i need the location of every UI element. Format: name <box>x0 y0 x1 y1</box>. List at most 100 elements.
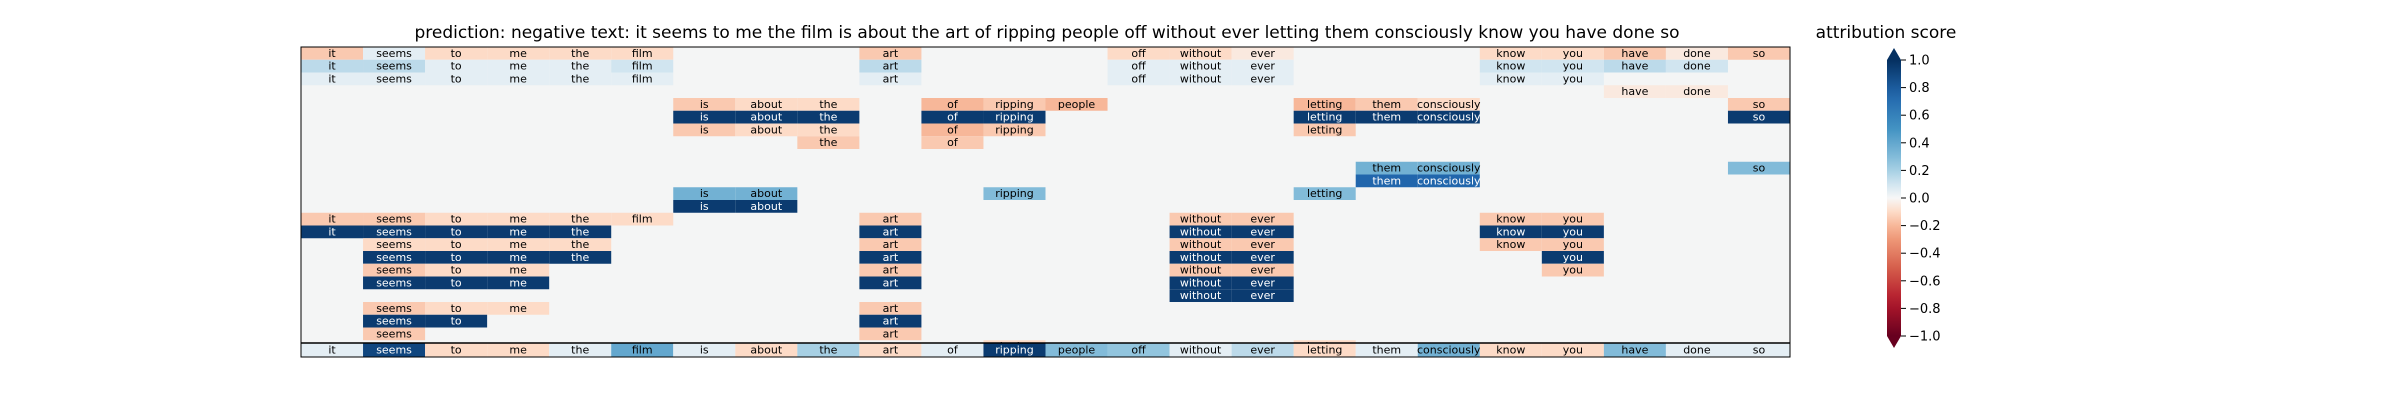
token-label: ever <box>1250 251 1275 264</box>
attribution-cell <box>983 98 1046 111</box>
attribution-cell <box>1107 343 1170 357</box>
attribution-cell <box>1727 343 1790 357</box>
attribution-cell <box>549 72 612 86</box>
attribution-cell <box>425 72 488 86</box>
token-label: without <box>1180 276 1222 289</box>
attribution-cell <box>1665 59 1728 73</box>
attribution-cell <box>487 263 550 277</box>
attribution-cell <box>673 200 736 213</box>
token-label: is <box>700 187 709 200</box>
token-label: the <box>819 111 837 124</box>
token-label: art <box>883 276 899 289</box>
attribution-cell <box>363 314 426 328</box>
token-label: it <box>328 213 336 226</box>
attribution-cell <box>1169 59 1232 73</box>
token-label: about <box>750 344 782 357</box>
token-label: is <box>700 123 709 136</box>
token-label: film <box>632 344 653 357</box>
token-label: me <box>509 213 527 226</box>
token-label: art <box>883 251 899 264</box>
attribution-cell <box>1665 85 1728 98</box>
token-label: off <box>1131 344 1146 357</box>
token-label: about <box>750 187 782 200</box>
attribution-cell <box>487 72 550 86</box>
token-label: seems <box>376 213 412 226</box>
token-label: without <box>1180 72 1222 85</box>
attribution-cell <box>1541 263 1604 277</box>
attribution-cell <box>797 98 860 111</box>
attribution-cell <box>1541 59 1604 73</box>
token-label: to <box>451 302 462 315</box>
token-label: seems <box>376 225 412 238</box>
token-label: to <box>451 213 462 226</box>
token-label: it <box>328 72 336 85</box>
token-label: done <box>1683 85 1711 98</box>
token-label: seems <box>376 327 412 340</box>
token-label: ever <box>1250 344 1275 357</box>
token-label: is <box>700 111 709 124</box>
attribution-cell <box>1355 174 1418 188</box>
attribution-cell <box>673 98 736 111</box>
colorbar-extend-top <box>1887 48 1901 60</box>
attribution-cell <box>1293 110 1356 124</box>
token-label: about <box>750 98 782 111</box>
attribution-cell <box>1727 98 1790 111</box>
attribution-cell <box>673 187 736 200</box>
token-label: ripping <box>995 344 1034 357</box>
attribution-cell <box>1541 72 1604 86</box>
token-label: the <box>819 123 837 136</box>
attribution-cell <box>1727 161 1790 175</box>
token-label: letting <box>1307 187 1342 200</box>
token-label: art <box>883 264 899 277</box>
attribution-cell <box>1231 225 1294 239</box>
attribution-cell <box>983 187 1046 200</box>
token-label: to <box>451 225 462 238</box>
attribution-cell <box>797 343 860 357</box>
attribution-cell <box>425 47 488 60</box>
colorbar-extend-bottom <box>1887 336 1901 348</box>
token-label: ever <box>1250 60 1275 73</box>
token-label: art <box>883 60 899 73</box>
token-label: ripping <box>995 98 1034 111</box>
token-label: the <box>571 213 589 226</box>
token-label: to <box>451 344 462 357</box>
token-label: ever <box>1250 264 1275 277</box>
attribution-cell <box>1665 343 1728 357</box>
attribution-cell <box>363 238 426 251</box>
token-label: me <box>509 344 527 357</box>
attribution-cell <box>611 343 674 357</box>
token-label: me <box>509 302 527 315</box>
attribution-cell <box>487 276 550 290</box>
token-label: done <box>1683 60 1711 73</box>
attribution-cell <box>1603 85 1666 98</box>
attribution-cell <box>859 72 922 86</box>
colorbar-tick-label: −0.2 <box>1909 219 1941 234</box>
token-label: without <box>1180 251 1222 264</box>
token-label: seems <box>376 251 412 264</box>
attribution-cell <box>1169 263 1232 277</box>
token-label: the <box>819 136 837 149</box>
token-label: it <box>328 344 336 357</box>
attribution-cell <box>921 343 984 357</box>
attribution-cell <box>549 59 612 73</box>
token-label: of <box>947 98 959 111</box>
token-label: me <box>509 72 527 85</box>
token-label: done <box>1683 47 1711 60</box>
token-label: so <box>1753 162 1766 175</box>
token-label: seems <box>376 276 412 289</box>
colorbar-gradient <box>1887 60 1901 336</box>
token-label: the <box>571 47 589 60</box>
token-label: ripping <box>995 111 1034 124</box>
token-label: off <box>1131 47 1146 60</box>
attribution-cell <box>859 327 922 341</box>
colorbar: attribution score 1.0 0.8 0.6 0.4 0.2 0.0 −0.2… <box>1816 23 1956 348</box>
attribution-cell <box>425 276 488 290</box>
attribution-cell <box>611 59 674 73</box>
attribution-cell <box>363 212 426 226</box>
token-label: the <box>571 60 589 73</box>
attribution-cell <box>1169 72 1232 86</box>
token-label: without <box>1180 225 1222 238</box>
token-label: consciously <box>1417 111 1481 124</box>
token-label: to <box>451 238 462 251</box>
